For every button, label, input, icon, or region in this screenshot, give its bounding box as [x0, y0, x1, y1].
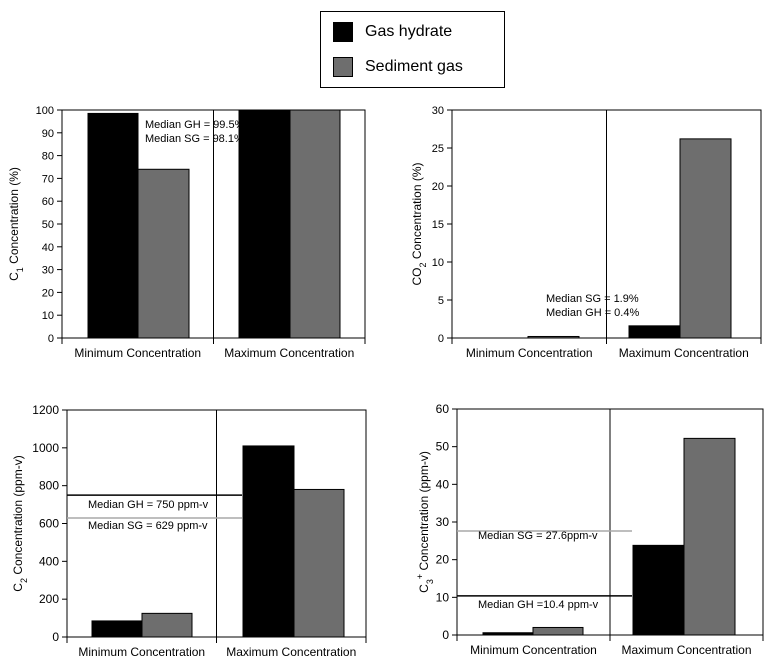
- y-tick-label: 0: [442, 628, 449, 642]
- y-tick-label: 15: [432, 219, 444, 231]
- legend-item-sediment-gas: Sediment gas: [333, 55, 463, 79]
- x-category-label: Maximum Concentration: [621, 643, 751, 657]
- y-tick-label: 50: [436, 440, 450, 454]
- y-axis-label-main: C: [7, 272, 21, 281]
- bar-gas-hydrate: [87, 112, 139, 339]
- bar-sediment-gas: [683, 437, 736, 636]
- y-axis-label: C3+ Concentration (ppm-v): [415, 451, 435, 593]
- legend: Gas hydrate Sediment gas: [320, 11, 505, 88]
- x-category-label: Minimum Concentration: [470, 643, 597, 657]
- y-axis-label-subscript: 2: [418, 263, 428, 268]
- bar-sediment-gas: [293, 488, 345, 638]
- bar-gas-hydrate: [632, 544, 685, 636]
- y-tick-label: 80: [42, 151, 54, 163]
- y-tick-label: 10: [432, 257, 444, 269]
- y-tick-label: 0: [48, 333, 54, 345]
- median-annotation: Median GH =10.4 ppm-v: [478, 599, 599, 611]
- bar-sediment-gas: [532, 626, 584, 636]
- median-annotation: Median SG = 27.6ppm-v: [478, 530, 598, 542]
- y-axis-label-rest: Concentration (%): [7, 167, 21, 267]
- y-tick-label: 90: [42, 128, 54, 140]
- y-tick-label: 0: [52, 630, 59, 644]
- x-category-label: Maximum Concentration: [224, 346, 354, 360]
- y-axis-label-subscript: 2: [19, 578, 29, 583]
- legend-swatch-gas-hydrate: [333, 22, 353, 42]
- y-axis-label: C2 Concentration (ppm-v): [11, 455, 29, 591]
- bar-gas-hydrate: [242, 445, 295, 638]
- legend-item-gas-hydrate: Gas hydrate: [333, 20, 452, 44]
- y-tick-label: 800: [39, 479, 59, 493]
- y-tick-label: 25: [432, 143, 444, 155]
- y-tick-label: 400: [39, 554, 59, 568]
- median-annotation: Median GH = 750 ppm-v: [88, 499, 209, 511]
- y-axis-label-rest: Concentration (ppm-v): [11, 455, 25, 578]
- legend-swatch-sediment-gas: [333, 57, 353, 77]
- y-tick-label: 60: [436, 402, 450, 416]
- y-tick-label: 30: [42, 265, 54, 277]
- y-tick-label: 30: [436, 515, 450, 529]
- median-annotation: Median SG = 98.1%: [145, 133, 244, 145]
- chart-co2: 0 5 10 15 20 25 30 Minimum Concentration Maximum…: [410, 105, 762, 360]
- bar-gas-hydrate: [238, 109, 291, 339]
- y-tick-label: 20: [436, 553, 450, 567]
- y-tick-label: 1200: [32, 403, 59, 417]
- x-category-label: Maximum Concentration: [619, 346, 749, 360]
- y-tick-label: 600: [39, 517, 59, 531]
- median-annotation: Median SG = 629 ppm-v: [88, 520, 208, 532]
- y-axis-label-subscript: 3: [425, 579, 435, 584]
- chart-c3: 0 10 20 30 40 50 60 Minimum Concentration Maximu…: [415, 402, 764, 657]
- y-tick-label: 30: [432, 105, 444, 117]
- bar-sediment-gas: [141, 612, 193, 638]
- y-tick-label: 70: [42, 173, 54, 185]
- x-category-label: Minimum Concentration: [78, 645, 205, 659]
- y-axis-label-main: C: [11, 583, 25, 592]
- bar-sediment-gas: [679, 138, 732, 339]
- bar-gas-hydrate: [91, 620, 143, 638]
- x-category-label: Minimum Concentration: [466, 346, 593, 360]
- bar-sediment-gas: [289, 109, 341, 339]
- y-tick-label: 40: [436, 477, 450, 491]
- chart-c2: 0 200 400 600 800 1000 1200 Minimum Concentrati…: [11, 403, 367, 659]
- y-axis-label: CO2 Concentration (%): [410, 162, 428, 285]
- bar-gas-hydrate: [628, 325, 681, 339]
- y-tick-label: 5: [438, 295, 444, 307]
- y-tick-label: 100: [36, 105, 54, 117]
- y-tick-label: 50: [42, 219, 54, 231]
- y-tick-label: 10: [436, 590, 450, 604]
- y-tick-label: 0: [438, 333, 444, 345]
- x-category-label: Minimum Concentration: [74, 346, 201, 360]
- median-annotation: Median GH = 0.4%: [546, 307, 639, 319]
- bar-sediment-gas: [527, 335, 580, 339]
- legend-label-gas-hydrate: Gas hydrate: [365, 23, 453, 40]
- y-axis-label: C1 Concentration (%): [7, 167, 25, 281]
- y-tick-label: 200: [39, 592, 59, 606]
- y-axis-label-rest: Concentration (%): [410, 162, 424, 262]
- y-axis-label-rest: Concentration (ppm-v): [417, 451, 431, 574]
- bar-sediment-gas: [137, 168, 190, 339]
- y-tick-label: 20: [432, 181, 444, 193]
- median-annotation: Median GH = 99.5%: [145, 119, 245, 131]
- y-tick-label: 40: [42, 242, 54, 254]
- y-axis-label-superscript: +: [415, 574, 425, 579]
- y-tick-label: 10: [42, 310, 54, 322]
- bar-gas-hydrate: [482, 632, 534, 636]
- x-category-label: Maximum Concentration: [226, 645, 356, 659]
- y-tick-label: 20: [42, 287, 54, 299]
- y-axis-label-subscript: 1: [15, 267, 25, 272]
- y-tick-label: 1000: [32, 441, 59, 455]
- y-axis-label-main: C: [417, 584, 431, 593]
- legend-label-sediment-gas: Sediment gas: [365, 58, 463, 75]
- median-annotation: Median SG = 1.9%: [546, 293, 639, 305]
- y-tick-label: 60: [42, 196, 54, 208]
- chart-c1: 0 10 20 30 40 50 60 70 80 90 100 Minimum Concentrat…: [7, 105, 366, 360]
- y-axis-label-main: CO: [410, 268, 424, 286]
